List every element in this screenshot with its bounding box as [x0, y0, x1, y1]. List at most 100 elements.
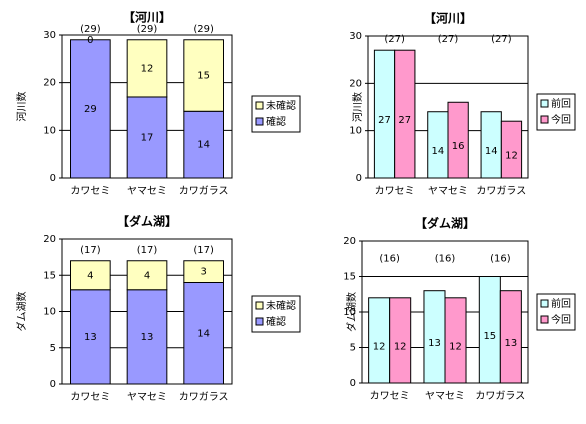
- legend-swatch: [540, 299, 549, 308]
- x-tick-label: カワガラス: [179, 185, 229, 197]
- legend-swatch: [255, 317, 264, 326]
- total-label: (27): [438, 34, 459, 45]
- legend-label: 確認: [266, 315, 286, 328]
- y-tick-label: 10: [349, 126, 362, 137]
- y-tick-label: 15: [43, 270, 56, 281]
- bar-segment: [126, 96, 168, 179]
- y-tick-label: 0: [350, 378, 356, 389]
- x-tick-label: カワガラス: [475, 390, 525, 402]
- data-label: 14: [197, 140, 210, 151]
- y-axis-label: ダム湖数: [15, 292, 28, 332]
- bar-segment: [126, 260, 168, 291]
- x-tick-label: カワセミ: [70, 185, 110, 197]
- y-tick-label: 5: [50, 343, 56, 354]
- chart-title: 【ダム湖】: [415, 216, 475, 231]
- chart-title: 【ダム湖】: [117, 214, 177, 229]
- bar: [373, 49, 396, 179]
- legend-swatch: [255, 101, 264, 110]
- total-label: (16): [490, 253, 511, 264]
- bar: [427, 111, 449, 179]
- y-tick-label: 5: [350, 343, 356, 354]
- bar: [500, 120, 523, 179]
- bar: [478, 276, 501, 384]
- y-axis-label: 河川数: [351, 92, 364, 122]
- data-label: 29: [84, 104, 97, 115]
- data-label: 14: [485, 146, 498, 157]
- total-label: (16): [435, 253, 456, 264]
- data-label: 4: [87, 270, 93, 281]
- legend-swatch: [255, 117, 264, 126]
- data-label: 12: [394, 341, 407, 352]
- chart-title: 【河川】: [424, 11, 472, 26]
- bar-segment: [70, 289, 111, 385]
- bar-segment: [183, 110, 224, 179]
- chart-title: 【河川】: [123, 10, 171, 25]
- x-tick-label: カワガラス: [476, 185, 526, 197]
- x-tick-label: ヤマセミ: [428, 185, 468, 197]
- y-tick-label: 20: [343, 236, 356, 247]
- data-label: 13: [84, 332, 97, 343]
- total-label: (29): [137, 24, 158, 35]
- data-label: 13: [504, 338, 517, 349]
- bar: [423, 290, 446, 384]
- x-tick-label: ヤマセミ: [127, 391, 167, 403]
- y-tick-label: 15: [343, 272, 356, 283]
- y-axis-label: ダム湖数: [345, 292, 358, 332]
- data-label: 16: [452, 141, 465, 152]
- legend-swatch: [540, 115, 549, 124]
- data-label: 13: [428, 338, 441, 349]
- bar: [394, 49, 416, 179]
- total-label: (17): [80, 245, 101, 256]
- y-tick-label: 10: [43, 307, 56, 318]
- total-label: (16): [379, 253, 400, 264]
- legend-label: 今回: [551, 313, 571, 326]
- total-label: (27): [491, 34, 512, 45]
- y-tick-label: 10: [343, 307, 356, 318]
- bar: [368, 297, 391, 384]
- bar-segment: [183, 282, 224, 385]
- legend-label: 未確認: [266, 299, 296, 312]
- y-axis-label: 河川数: [15, 92, 28, 122]
- legend-label: 未確認: [266, 99, 296, 112]
- x-tick-label: ヤマセミ: [425, 390, 465, 402]
- data-label: 0: [87, 35, 93, 46]
- total-label: (29): [193, 24, 214, 35]
- y-tick-label: 10: [43, 125, 56, 136]
- bar: [480, 111, 502, 179]
- x-tick-label: カワセミ: [375, 185, 415, 197]
- data-label: 15: [197, 71, 210, 82]
- bar: [499, 290, 522, 384]
- bar-segment: [126, 289, 168, 385]
- x-tick-label: ヤマセミ: [127, 185, 167, 197]
- legend-swatch: [540, 315, 549, 324]
- y-tick-label: 30: [43, 30, 56, 41]
- bar: [389, 297, 412, 384]
- y-tick-label: 20: [349, 78, 362, 89]
- total-label: (17): [137, 245, 158, 256]
- y-tick-label: 0: [50, 173, 56, 184]
- legend-label: 確認: [266, 115, 286, 128]
- data-label: 27: [398, 115, 411, 126]
- data-label: 14: [197, 328, 210, 339]
- bar-segment: [183, 39, 224, 112]
- legend-swatch: [255, 301, 264, 310]
- data-label: 4: [144, 270, 150, 281]
- y-tick-label: 20: [43, 78, 56, 89]
- data-label: 14: [431, 146, 444, 157]
- data-label: 12: [141, 63, 154, 74]
- data-label: 15: [483, 331, 496, 342]
- data-label: 13: [141, 332, 154, 343]
- data-label: 12: [505, 151, 518, 162]
- total-label: (17): [193, 245, 214, 256]
- bar-segment: [183, 260, 224, 283]
- x-tick-label: カワセミ: [370, 390, 410, 402]
- data-label: 12: [373, 341, 386, 352]
- legend-label: 今回: [551, 113, 571, 126]
- legend-box: [251, 95, 301, 133]
- data-label: 17: [141, 132, 154, 143]
- data-label: 27: [378, 115, 391, 126]
- x-tick-label: カワガラス: [179, 391, 229, 403]
- legend-swatch: [540, 99, 549, 108]
- bar: [447, 101, 469, 179]
